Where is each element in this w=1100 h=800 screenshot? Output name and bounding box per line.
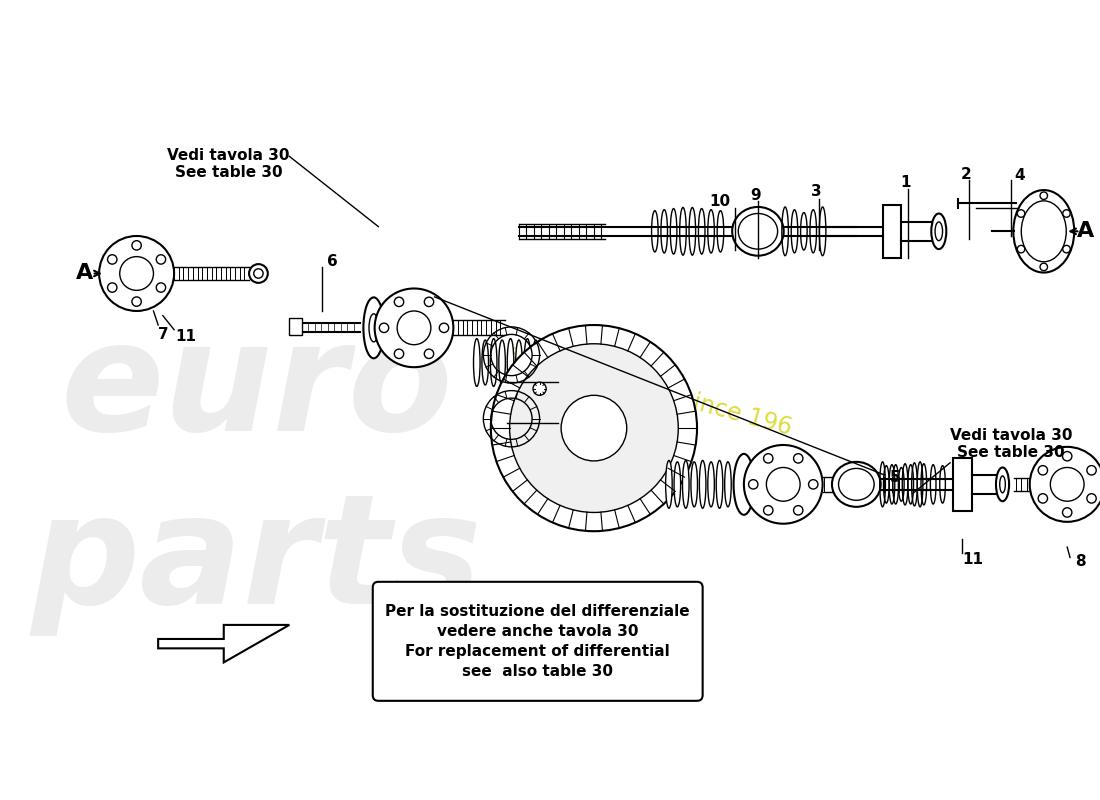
Circle shape	[156, 283, 166, 292]
Text: 7: 7	[158, 327, 168, 342]
Text: 10: 10	[710, 194, 730, 209]
Ellipse shape	[491, 338, 497, 386]
Text: 11: 11	[962, 552, 983, 567]
FancyBboxPatch shape	[373, 582, 703, 701]
Circle shape	[379, 323, 388, 333]
Circle shape	[1063, 451, 1071, 461]
Ellipse shape	[507, 338, 514, 386]
Ellipse shape	[532, 340, 539, 385]
Circle shape	[156, 254, 166, 264]
Bar	[953, 458, 971, 510]
Circle shape	[1087, 494, 1097, 503]
Circle shape	[1040, 192, 1047, 199]
Circle shape	[749, 480, 758, 489]
Circle shape	[1018, 246, 1025, 253]
Circle shape	[439, 323, 449, 333]
Ellipse shape	[363, 298, 384, 358]
Text: Per la sostituzione del differenziale
vedere anche tavola 30
For replacement of : Per la sostituzione del differenziale ve…	[385, 604, 690, 678]
Circle shape	[132, 241, 141, 250]
Text: 8: 8	[1075, 554, 1086, 569]
Circle shape	[375, 289, 453, 367]
Circle shape	[1040, 263, 1047, 270]
Ellipse shape	[733, 207, 783, 256]
Circle shape	[1063, 508, 1071, 517]
Text: 1: 1	[900, 175, 911, 190]
Circle shape	[394, 349, 404, 358]
Ellipse shape	[666, 461, 672, 508]
Circle shape	[808, 480, 818, 489]
Ellipse shape	[932, 214, 946, 249]
Circle shape	[1063, 210, 1070, 218]
Circle shape	[108, 254, 117, 264]
Bar	[289, 318, 302, 335]
Ellipse shape	[691, 462, 697, 507]
Circle shape	[108, 283, 117, 292]
Text: A: A	[76, 263, 92, 283]
Text: Vedi tavola 30
See table 30: Vedi tavola 30 See table 30	[950, 428, 1072, 460]
Ellipse shape	[516, 340, 522, 385]
Circle shape	[793, 506, 803, 515]
Circle shape	[744, 445, 823, 524]
Circle shape	[425, 297, 433, 306]
Text: 6: 6	[327, 254, 338, 269]
Ellipse shape	[707, 462, 714, 507]
Circle shape	[509, 344, 679, 513]
Text: euro
parts: euro parts	[31, 314, 483, 636]
Circle shape	[763, 506, 773, 515]
Text: Vedi tavola 30
See table 30: Vedi tavola 30 See table 30	[167, 148, 289, 180]
Text: 4: 4	[1014, 167, 1025, 182]
Circle shape	[425, 349, 433, 358]
Circle shape	[491, 325, 697, 531]
Text: 3: 3	[811, 185, 822, 199]
Circle shape	[561, 395, 627, 461]
Circle shape	[394, 297, 404, 306]
Circle shape	[1018, 210, 1025, 218]
Circle shape	[1030, 447, 1100, 522]
Circle shape	[1063, 246, 1070, 253]
Polygon shape	[158, 625, 289, 662]
Text: A: A	[1077, 222, 1094, 242]
Ellipse shape	[498, 340, 505, 385]
Text: 2: 2	[960, 166, 971, 182]
Text: 5: 5	[890, 470, 901, 486]
Ellipse shape	[682, 461, 689, 508]
Circle shape	[793, 454, 803, 463]
Text: 9: 9	[750, 188, 760, 203]
Ellipse shape	[482, 340, 488, 385]
Ellipse shape	[534, 382, 546, 395]
Ellipse shape	[996, 467, 1009, 502]
Bar	[882, 205, 901, 258]
Circle shape	[763, 454, 773, 463]
Circle shape	[99, 236, 174, 311]
Ellipse shape	[524, 338, 530, 386]
Ellipse shape	[734, 454, 755, 515]
Ellipse shape	[473, 338, 480, 386]
Ellipse shape	[832, 462, 881, 507]
Circle shape	[132, 297, 141, 306]
Text: a passion for... since 196: a passion for... since 196	[505, 341, 795, 440]
Circle shape	[1038, 466, 1047, 475]
Circle shape	[1087, 466, 1097, 475]
Text: 11: 11	[175, 329, 196, 344]
Ellipse shape	[674, 462, 681, 507]
Ellipse shape	[700, 461, 706, 508]
Circle shape	[249, 264, 267, 283]
Circle shape	[1038, 494, 1047, 503]
Ellipse shape	[1013, 190, 1075, 273]
Ellipse shape	[725, 462, 732, 507]
Ellipse shape	[716, 461, 723, 508]
